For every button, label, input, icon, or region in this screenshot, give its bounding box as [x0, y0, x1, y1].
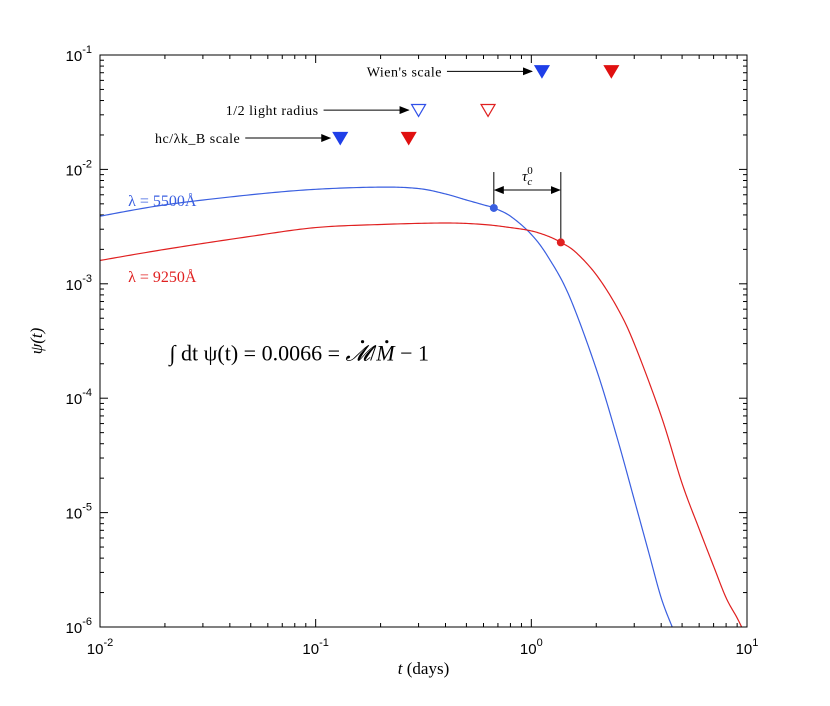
- scale-label-1: 1/2 light radius: [226, 104, 319, 119]
- integral-equation: ∫ dt ψ(t) = 0.0066 = 𝓜/M − 1: [167, 341, 429, 367]
- x-tick-label: 10-1: [302, 637, 328, 658]
- y-tick-label: 10-2: [66, 158, 92, 179]
- dot-accent: [360, 340, 365, 344]
- series-label-1: λ = 9250Å: [128, 268, 197, 286]
- dot-accent: [385, 340, 389, 344]
- scale-triangle-1-1: [480, 103, 497, 118]
- y-tick-label: 10-6: [66, 616, 92, 637]
- axis-labels: 10-2 10-1 100 101 10-1 10-2 10-3 10-4 10-5 10-6 t …: [27, 44, 758, 678]
- tau-label: τc0: [522, 165, 533, 188]
- series-line-0: [100, 186, 673, 627]
- series-marker-0: [489, 203, 498, 212]
- series-line-1: [100, 222, 743, 627]
- series-label-0: λ = 5500Å: [128, 192, 197, 210]
- scale-label-2: hc/λk_B scale: [155, 132, 240, 147]
- series-marker-1: [556, 238, 565, 247]
- plot-frame: [99, 54, 748, 628]
- x-tick-label: 101: [736, 637, 759, 658]
- annotations: λ = 5500Å λ = 9250Å Wien's scale 1/2 light …: [128, 65, 620, 367]
- y-tick-label: 10-3: [66, 273, 92, 294]
- scale-label-0: Wien's scale: [367, 65, 442, 80]
- y-tick-label: 10-4: [66, 387, 92, 408]
- scale-triangle-0-1: [603, 65, 620, 79]
- x-axis-label: t (days): [398, 659, 449, 678]
- y-axis-label: ψ(t): [27, 327, 46, 354]
- axes-ticks: [99, 55, 747, 628]
- scale-triangle-1-0: [410, 103, 427, 118]
- scale-triangle-0-0: [533, 65, 550, 79]
- scale-triangle-2-0: [332, 131, 349, 146]
- data-markers: [489, 203, 565, 247]
- x-tick-label: 10-2: [87, 637, 113, 658]
- series-lines: [100, 186, 743, 627]
- x-tick-label: 100: [520, 637, 543, 658]
- y-tick-label: 10-1: [66, 44, 92, 65]
- scale-triangle-2-1: [400, 131, 417, 146]
- y-tick-label: 10-5: [66, 502, 92, 523]
